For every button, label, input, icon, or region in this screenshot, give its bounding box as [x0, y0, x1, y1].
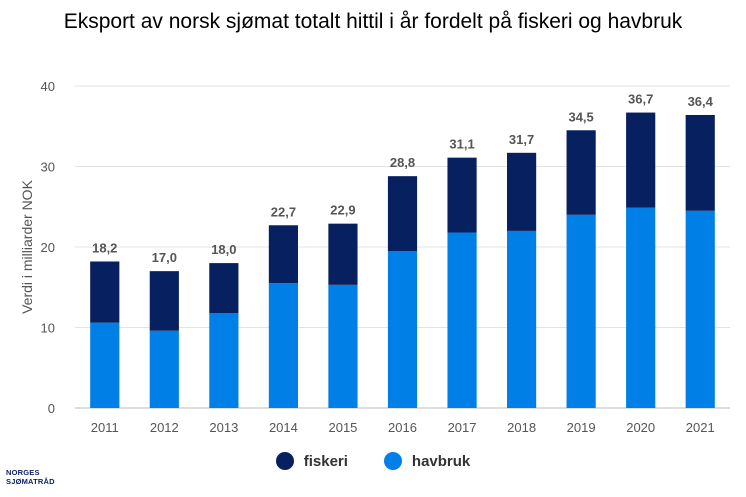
bar-havbruk [507, 230, 537, 408]
bar-havbruk [209, 313, 239, 408]
legend-label-havbruk: havbruk [411, 452, 471, 470]
logo-line-1: NORGES [6, 468, 40, 477]
legend-swatch-fiskeri [275, 452, 294, 470]
bar-fiskeri [149, 271, 179, 331]
logo-line-2: SJØMATRÅD [6, 477, 55, 486]
bar-havbruk [387, 251, 418, 408]
data-label-total: 18,2 [92, 240, 117, 255]
x-tick-label: 2013 [209, 420, 238, 435]
data-label-total: 22,7 [271, 204, 296, 219]
data-label-total: 28,8 [390, 155, 415, 170]
legend: fiskeri havbruk [0, 452, 746, 470]
bar-fiskeri [626, 112, 656, 208]
bar-havbruk [149, 330, 179, 408]
bar-havbruk [90, 322, 120, 408]
y-tick-label: 0 [48, 401, 55, 416]
data-label-total: 34,5 [568, 109, 593, 124]
bar-havbruk [268, 283, 298, 408]
bar-havbruk [626, 207, 656, 408]
bar-fiskeri [507, 152, 537, 231]
bar-fiskeri [90, 261, 120, 323]
bar-fiskeri [447, 157, 477, 233]
bar-fiskeri [685, 114, 715, 211]
y-tick-label: 30 [41, 160, 55, 175]
norges-sjomatrad-logo: NORGES SJØMATRÅD [6, 468, 55, 486]
x-tick-label: 2018 [507, 420, 536, 435]
x-tick-label: 2015 [328, 420, 357, 435]
data-label-total: 18,0 [211, 242, 236, 257]
bar-havbruk [447, 232, 477, 408]
bar-fiskeri [209, 263, 239, 314]
data-label-total: 31,7 [509, 132, 534, 147]
x-tick-label: 2020 [626, 420, 655, 435]
x-tick-label: 2016 [388, 420, 417, 435]
data-label-total: 22,9 [330, 203, 355, 218]
bar-fiskeri [328, 223, 358, 285]
bar-fiskeri [387, 176, 418, 252]
data-label-total: 17,0 [152, 250, 177, 265]
legend-swatch-havbruk [383, 452, 402, 470]
data-label-total: 36,7 [628, 92, 653, 107]
bar-havbruk [328, 284, 358, 408]
legend-label-fiskeri: fiskeri [303, 452, 348, 470]
x-tick-label: 2011 [91, 420, 119, 435]
x-tick-label: 2017 [448, 420, 477, 435]
bar-havbruk [566, 214, 596, 408]
x-tick-label: 2019 [567, 420, 596, 435]
y-tick-label: 10 [41, 321, 55, 336]
bar-fiskeri [268, 225, 298, 284]
legend-item-fiskeri: fiskeri [275, 452, 348, 470]
legend-item-havbruk: havbruk [383, 452, 471, 470]
data-label-total: 31,1 [449, 137, 474, 152]
x-tick-label: 2014 [269, 420, 298, 435]
data-label-total: 36,4 [688, 94, 714, 109]
bar-havbruk [685, 210, 715, 408]
x-tick-label: 2012 [150, 420, 179, 435]
chart-title: Eksport av norsk sjømat totalt hittil i … [63, 10, 683, 33]
x-tick-label: 2021 [686, 420, 715, 435]
y-axis-label: Verdi i milliarder NOK [19, 179, 35, 313]
y-tick-label: 40 [41, 79, 55, 94]
bar-fiskeri [566, 130, 596, 215]
y-tick-label: 20 [41, 240, 55, 255]
